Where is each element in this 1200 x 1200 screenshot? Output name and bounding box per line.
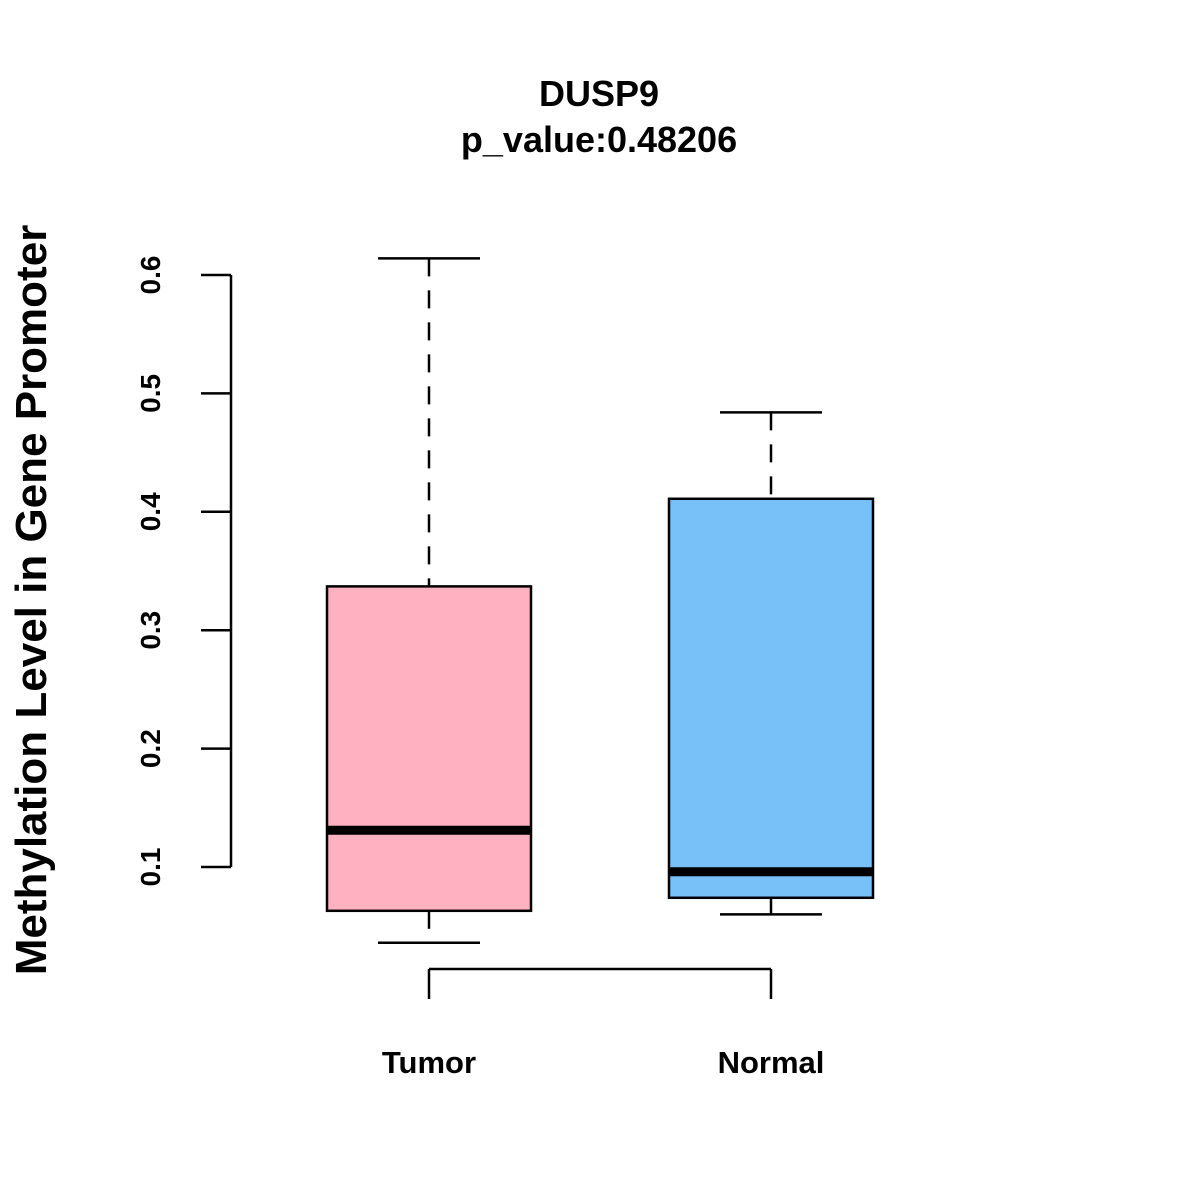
y-axis-label: Methylation Level in Gene Promoter [7,225,56,976]
iqr-box [325,585,533,913]
iqr-box [667,497,875,900]
box-tumor [325,257,533,945]
y-tick-label: 0.1 [135,848,166,887]
x-tick-label: Tumor [382,1045,476,1080]
chart-subtitle: p_value:0.48206 [461,119,737,160]
box-normal [667,411,875,916]
y-tick-label: 0.6 [135,256,166,295]
y-tick-label: 0.4 [135,492,166,531]
y-tick-label: 0.3 [135,611,166,650]
x-axis: Tumor Normal [382,967,825,1080]
x-tick-label: Normal [718,1045,825,1080]
boxes-group [325,257,875,945]
y-tick-label: 0.5 [135,374,166,413]
chart-title: DUSP9 [539,73,659,114]
y-tick-label: 0.2 [135,729,166,768]
y-axis: 0.1 0.2 0.3 0.4 0.5 0.6 [135,256,233,887]
